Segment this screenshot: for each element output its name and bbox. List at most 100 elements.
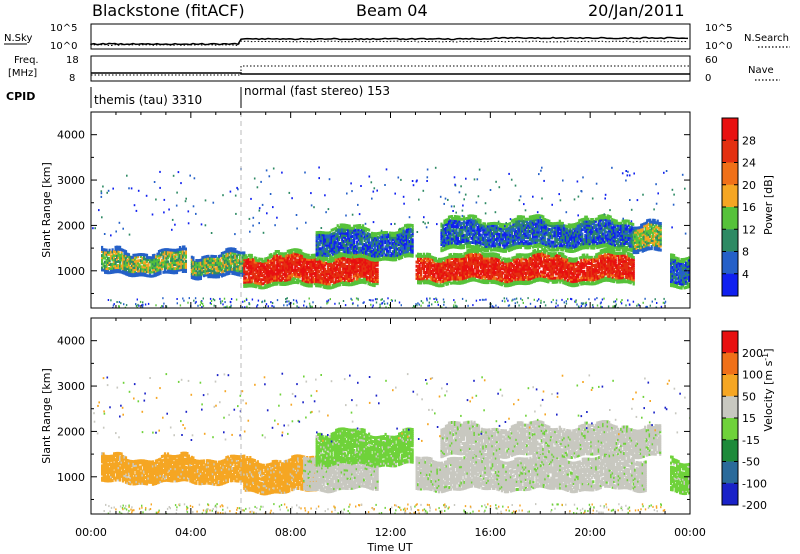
power-echo-cell xyxy=(590,255,593,259)
power-echo-cell xyxy=(265,275,268,279)
power-echo-cell xyxy=(145,253,149,257)
power-echo-cell xyxy=(258,261,261,265)
power-echo-cell xyxy=(331,265,334,269)
power-echo-cell xyxy=(253,272,256,276)
power-echo-cell xyxy=(415,254,418,258)
power-echo-cell xyxy=(505,282,508,286)
power-echo-cell xyxy=(285,274,288,278)
power-echo-cell xyxy=(353,255,356,259)
power-echo-cell xyxy=(336,248,339,252)
power-echo-cell xyxy=(418,277,421,281)
power-echo-cell xyxy=(362,246,365,250)
power-echo-cell xyxy=(309,256,312,259)
power-echo-cell xyxy=(130,274,134,278)
power-echo-cell xyxy=(469,254,472,258)
power-echo-cell xyxy=(545,257,548,261)
power-echo-cell xyxy=(306,263,309,267)
power-echo-cell xyxy=(114,258,117,261)
power-echo-cell xyxy=(332,242,335,246)
power-echo-cell xyxy=(129,257,132,261)
power-echo-cell xyxy=(348,281,351,285)
power-echo-cell xyxy=(574,284,577,288)
power-echo-cell xyxy=(246,280,249,284)
power-echo-cell xyxy=(605,248,608,251)
power-echo-cell xyxy=(325,270,328,273)
power-echo-cell xyxy=(455,281,459,285)
power-echo-cell xyxy=(437,270,441,273)
power-echo-cell xyxy=(506,284,509,288)
power-echo-cell xyxy=(479,276,483,280)
power-echo-cell xyxy=(613,274,616,277)
power-echo-cell xyxy=(250,270,253,274)
power-echo-cell xyxy=(326,241,329,245)
power-echo-cell xyxy=(557,272,560,276)
power-echo-cell xyxy=(514,280,517,284)
power-echo-cell xyxy=(126,271,129,275)
power-echo-cell xyxy=(318,247,321,251)
power-echo-cell xyxy=(330,238,333,242)
power-echo-cell xyxy=(497,259,500,263)
power-echo-cell xyxy=(250,253,253,257)
power-echo-cell xyxy=(207,265,210,268)
power-echo-cell xyxy=(120,254,123,258)
power-echo-cell xyxy=(557,270,560,274)
power-echo-cell xyxy=(295,274,298,278)
power-echo-cell xyxy=(353,247,356,251)
power-echo-cell xyxy=(202,255,205,259)
power-echo-cell xyxy=(136,271,140,275)
power-echo-cell xyxy=(467,275,471,279)
power-echo-cell xyxy=(428,275,432,279)
power-echo-cell xyxy=(243,280,246,284)
power-echo-cell xyxy=(217,256,220,260)
power-echo-cell xyxy=(399,242,402,246)
power-echo-cell xyxy=(162,262,165,266)
power-echo-cell xyxy=(532,263,535,267)
power-echo-cell xyxy=(361,258,364,262)
power-echo-cell xyxy=(482,268,485,272)
power-echo-cell xyxy=(329,237,332,241)
power-echo-cell xyxy=(360,260,363,264)
power-echo-cell xyxy=(490,274,493,278)
power-echo-cell xyxy=(341,225,344,229)
power-echo-cell xyxy=(530,258,533,262)
power-echo-cell xyxy=(446,264,450,267)
power-echo-cell xyxy=(425,258,429,262)
power-echo-cell xyxy=(119,270,122,274)
power-echo-cell xyxy=(111,250,114,254)
power-echo-cell xyxy=(162,264,165,268)
power-echo-cell xyxy=(523,255,526,259)
power-echo-cell xyxy=(404,246,407,250)
power-echo-cell xyxy=(319,262,322,266)
power-echo-cell xyxy=(557,278,560,282)
power-echo-cell xyxy=(332,248,335,252)
power-echo-cell xyxy=(285,262,288,266)
power-echo-cell xyxy=(485,281,488,285)
power-echo-cell xyxy=(355,277,358,281)
power-echo-cell xyxy=(138,259,141,263)
power-echo-cell xyxy=(550,274,553,278)
power-echo-cell xyxy=(324,267,327,271)
power-echo-cell xyxy=(301,274,304,278)
power-echo-cell xyxy=(526,277,529,281)
power-echo-cell xyxy=(626,280,629,284)
power-echo-cell xyxy=(575,257,578,261)
power-echo-cell xyxy=(463,254,466,258)
power-echo-cell xyxy=(220,274,223,278)
power-echo-cell xyxy=(108,248,111,252)
power-echo-cell xyxy=(367,264,370,267)
power-echo-cell xyxy=(384,257,387,261)
power-echo-cell xyxy=(346,279,349,283)
power-echo-cell xyxy=(119,264,122,268)
power-echo-cell xyxy=(160,248,164,252)
power-echo-cell xyxy=(631,273,634,277)
power-echo-cell xyxy=(574,269,577,273)
power-echo-cell xyxy=(524,267,527,271)
power-echo-cell xyxy=(232,264,235,267)
power-echo-cell xyxy=(320,231,323,234)
power-echo-cell xyxy=(313,280,316,284)
power-echo-cell xyxy=(228,263,231,267)
power-echo-cell xyxy=(107,250,110,254)
power-echo-cell xyxy=(198,261,201,264)
power-echo-cell xyxy=(393,254,396,258)
power-echo-cell xyxy=(371,254,374,258)
